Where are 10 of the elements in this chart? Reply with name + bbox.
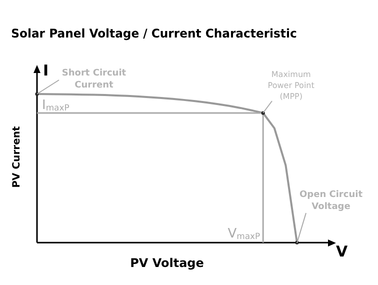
y-axis-title: PV Current — [12, 126, 23, 188]
annotation: Open Circuit Voltage — [300, 190, 364, 212]
text: I — [43, 61, 49, 80]
text: Short Circuit Current — [62, 68, 127, 90]
text: V — [336, 242, 348, 260]
text: VmaxP — [228, 226, 260, 242]
chart-title: Solar Panel Voltage / Current Characteristic — [11, 26, 297, 40]
annotation: Maximum Power Point (MPP) — [268, 70, 314, 102]
ref-line-label: ImaxP — [42, 98, 70, 114]
x-axis-title: PV Voltage — [130, 256, 204, 270]
